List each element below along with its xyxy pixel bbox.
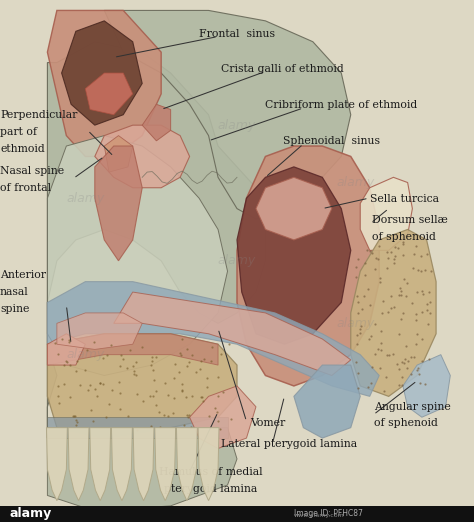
Polygon shape (111, 428, 132, 501)
Text: Frontal  sinus: Frontal sinus (199, 29, 275, 39)
Polygon shape (47, 282, 379, 396)
Polygon shape (133, 428, 154, 501)
FancyBboxPatch shape (0, 506, 474, 521)
Text: alamy: alamy (337, 176, 374, 189)
Polygon shape (114, 292, 351, 375)
Text: nasal: nasal (0, 287, 29, 297)
Polygon shape (47, 10, 161, 157)
Text: Vomer: Vomer (250, 419, 285, 429)
Polygon shape (403, 354, 450, 417)
Polygon shape (68, 428, 89, 501)
Text: Lateral pterygoid lamina: Lateral pterygoid lamina (221, 440, 357, 449)
Text: ethmoid: ethmoid (0, 144, 45, 154)
Polygon shape (104, 136, 133, 172)
Polygon shape (360, 177, 412, 251)
Polygon shape (47, 428, 237, 511)
Text: Sella turcica: Sella turcica (370, 194, 439, 204)
Polygon shape (351, 230, 436, 396)
Text: of frontal: of frontal (0, 183, 51, 193)
Polygon shape (47, 136, 228, 375)
Text: www.alamy.com: www.alamy.com (294, 514, 345, 518)
Text: Anterior: Anterior (0, 270, 46, 280)
Text: part of: part of (0, 127, 37, 137)
Polygon shape (104, 10, 351, 219)
Text: spine: spine (0, 304, 29, 314)
Polygon shape (85, 73, 133, 115)
Text: pterygoid lamina: pterygoid lamina (164, 484, 257, 494)
Polygon shape (90, 428, 110, 501)
Text: Cribriform plate of ethmoid: Cribriform plate of ethmoid (265, 100, 418, 110)
Polygon shape (47, 42, 265, 438)
Text: Dorsum sellæ: Dorsum sellæ (372, 215, 447, 225)
Text: alamy: alamy (66, 192, 104, 205)
Polygon shape (47, 334, 237, 438)
Text: alamy: alamy (218, 118, 256, 132)
Text: alamy: alamy (218, 254, 256, 267)
Text: Angular spine: Angular spine (374, 402, 451, 412)
Text: of sphenoid: of sphenoid (374, 419, 438, 429)
Text: Hamulus of medial: Hamulus of medial (159, 467, 263, 477)
Polygon shape (62, 21, 142, 125)
Text: alamy: alamy (66, 348, 104, 361)
Polygon shape (47, 334, 218, 365)
Text: Nasal spine: Nasal spine (0, 166, 64, 176)
Polygon shape (237, 146, 379, 386)
Text: of sphenoid: of sphenoid (372, 232, 436, 242)
Polygon shape (190, 386, 256, 448)
Polygon shape (47, 334, 85, 365)
Polygon shape (95, 125, 190, 188)
Polygon shape (256, 177, 332, 240)
Text: alamy: alamy (337, 317, 374, 330)
Polygon shape (57, 313, 142, 349)
Polygon shape (142, 104, 171, 141)
Polygon shape (95, 146, 142, 261)
Polygon shape (46, 428, 67, 501)
Text: Perpendicular: Perpendicular (0, 110, 77, 120)
Text: Image ID: PFHC87: Image ID: PFHC87 (294, 509, 363, 518)
Polygon shape (237, 167, 351, 344)
Text: Crista galli of ethmoid: Crista galli of ethmoid (221, 64, 343, 74)
Polygon shape (294, 365, 360, 438)
Text: alamy: alamy (9, 507, 52, 520)
Text: Sphenoidal  sinus: Sphenoidal sinus (283, 136, 380, 146)
Polygon shape (47, 417, 228, 438)
Polygon shape (198, 428, 219, 501)
Polygon shape (155, 428, 176, 501)
Polygon shape (176, 428, 197, 501)
